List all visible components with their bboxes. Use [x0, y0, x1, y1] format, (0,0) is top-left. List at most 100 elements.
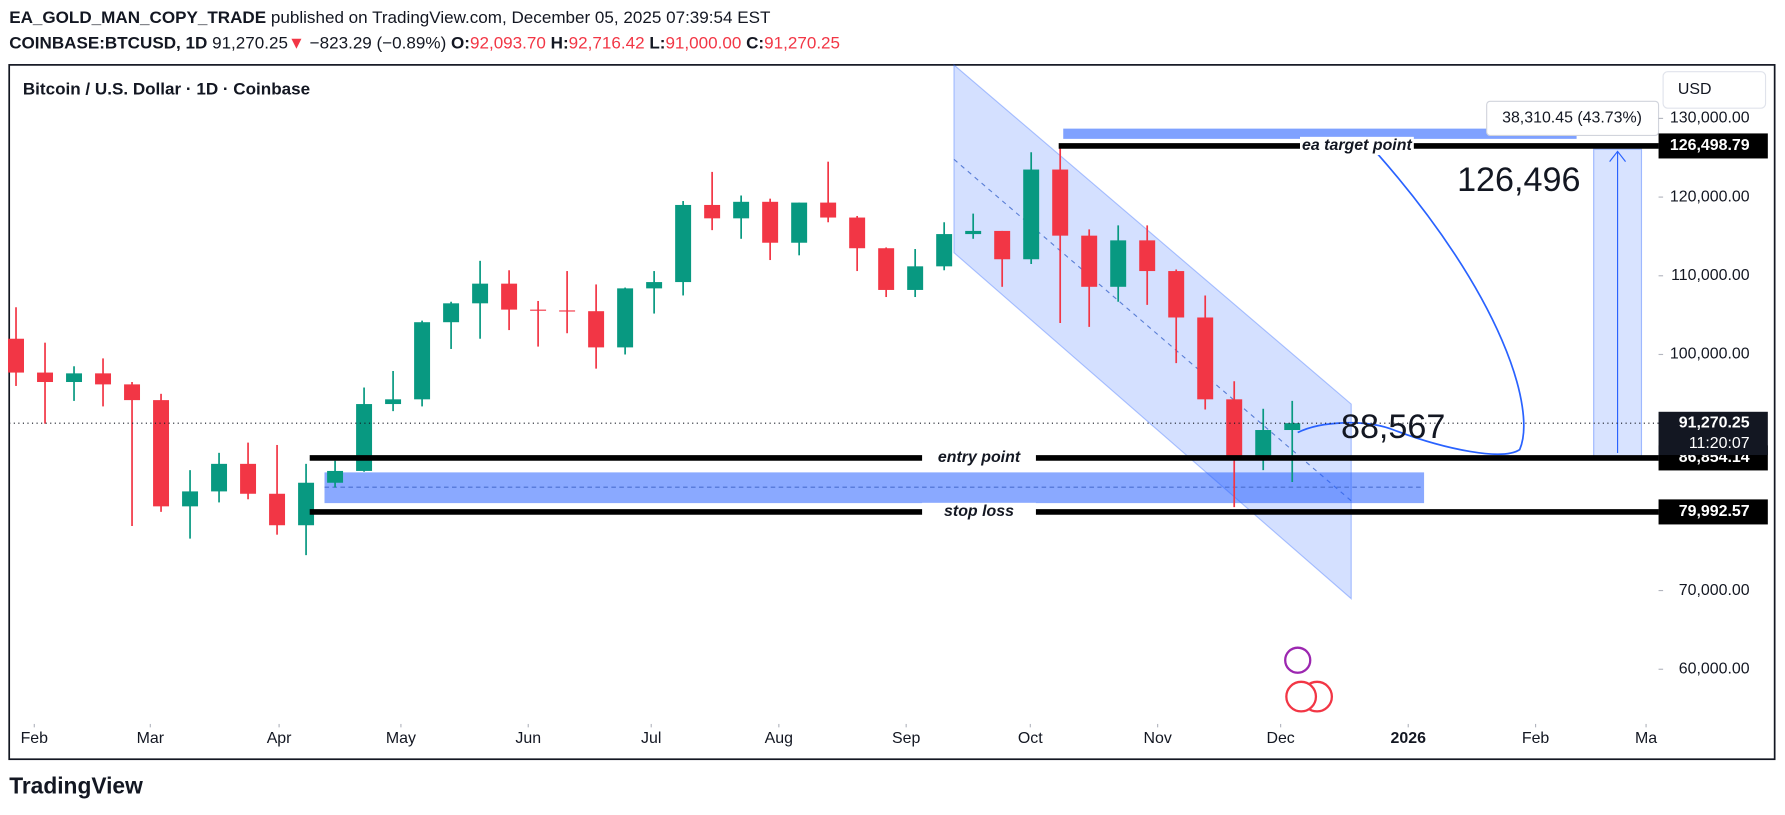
candle-body	[240, 463, 257, 494]
x-tick-label: Mar	[137, 730, 165, 747]
author: EA_GOLD_MAN_COPY_TRADE	[9, 8, 266, 27]
candle-body	[704, 204, 721, 219]
candle-body	[936, 234, 953, 267]
change: −823.29 (−0.89%)	[310, 33, 447, 52]
candle-body	[907, 266, 924, 290]
candle-body	[37, 372, 54, 383]
candle-body	[1023, 169, 1040, 260]
ohlc-value: 91,270.25	[764, 33, 840, 52]
last: 91,270.25	[212, 33, 288, 52]
candle-body	[1226, 399, 1243, 459]
x-tick-label: Feb	[21, 730, 49, 747]
ohlc-label: L:	[649, 33, 665, 52]
candle-body	[994, 230, 1011, 260]
x-tick-label: Aug	[765, 730, 793, 747]
level-name: stop loss	[944, 503, 1014, 520]
chart-frame	[8, 64, 1776, 761]
candle-body	[1168, 271, 1185, 318]
level-name: ea target point	[1302, 137, 1412, 154]
candle-body	[269, 493, 286, 526]
currency-button[interactable]	[1662, 71, 1767, 109]
candle-body	[95, 373, 112, 385]
candle-body	[211, 463, 228, 492]
candle-body	[356, 404, 373, 471]
countdown: 11:20:07	[1689, 435, 1750, 452]
currency[interactable]: USD	[1678, 81, 1712, 98]
price-label: 79,992.57	[1679, 503, 1750, 520]
candle-body	[675, 204, 692, 283]
symbol: COINBASE:BTCUSD, 1D	[9, 33, 207, 52]
x-tick-label: Sep	[892, 730, 920, 747]
projection-path	[1297, 153, 1525, 455]
price-label-box	[1658, 133, 1768, 159]
x-tick-label: May	[386, 730, 416, 747]
price-label-box	[1658, 499, 1768, 525]
ohlc-value: 91,000.00	[665, 33, 741, 52]
candle-body	[182, 491, 199, 507]
candle-body	[1110, 240, 1127, 287]
candle-body	[414, 322, 431, 400]
header-line-2: COINBASE:BTCUSD, 1D 91,270.25▼ −823.29 (…	[9, 33, 840, 52]
y-tick-label: 100,000.00	[1670, 346, 1750, 363]
price-label: 126,498.79	[1670, 137, 1750, 154]
arrow: ▼	[288, 33, 305, 52]
ohlc-value: 92,093.70	[470, 33, 546, 52]
ohlc-label: C:	[746, 33, 764, 52]
candle-body	[298, 482, 315, 526]
candle-body	[733, 201, 750, 219]
level-name-bg	[922, 448, 1036, 468]
candle-body	[124, 384, 141, 401]
plot-area	[8, 148, 1659, 556]
candle-body	[1255, 430, 1272, 459]
x-tick-label: Nov	[1143, 730, 1171, 747]
brand: TradingView	[9, 773, 143, 799]
candle-body	[762, 201, 779, 243]
candle-body	[327, 470, 344, 483]
candle-body	[1197, 317, 1214, 400]
candle-body	[153, 400, 170, 507]
candle-body	[472, 283, 489, 304]
measure-label: 38,310.45 (43.73%)	[1502, 110, 1642, 127]
event-icon[interactable]	[1285, 680, 1318, 713]
target-zone	[1063, 128, 1577, 139]
annotation-current: 88,567	[1341, 408, 1445, 446]
x-tick-label: Jun	[515, 730, 541, 747]
candle-body	[820, 202, 837, 218]
last-price-box	[1658, 411, 1768, 456]
y-tick-label: 110,000.00	[1671, 267, 1750, 284]
level-name-bg	[1300, 136, 1414, 156]
x-tick-label: Dec	[1266, 730, 1294, 747]
candle-body	[1139, 240, 1156, 272]
y-tick-label: 120,000.00	[1670, 188, 1750, 205]
measure-arrowhead	[1609, 150, 1626, 162]
event-icon[interactable]	[1284, 646, 1312, 674]
candle-body	[1081, 235, 1098, 287]
ohlc-value: 92,716.42	[569, 33, 645, 52]
candle-body	[617, 288, 634, 348]
x-tick-label: 2026	[1391, 730, 1427, 747]
candle-body	[559, 310, 576, 312]
level-name-bg	[922, 502, 1036, 522]
candle-body	[849, 217, 866, 249]
candle-body	[965, 230, 982, 235]
candle-body	[385, 399, 402, 405]
y-tick-label: 60,000.00	[1679, 660, 1750, 677]
last-price-label: 91,270.25	[1679, 414, 1750, 431]
candle-body	[530, 309, 547, 311]
x-tick-label: Feb	[1522, 730, 1550, 747]
candle-body	[501, 283, 518, 310]
candle-body	[1052, 169, 1069, 236]
y-tick-label: 130,000.00	[1670, 110, 1750, 127]
x-tick-label: Apr	[267, 730, 292, 747]
published: published on TradingView.com, December 0…	[271, 8, 771, 27]
annotation-target: 126,496	[1457, 161, 1580, 199]
x-tick-label: Ma	[1635, 730, 1657, 747]
x-tick-label: Jul	[641, 730, 661, 747]
candle-body	[878, 248, 895, 290]
x-tick-label: Oct	[1018, 730, 1043, 747]
candle-body	[588, 311, 605, 348]
candle-body	[1284, 423, 1301, 431]
chart-title: Bitcoin / U.S. Dollar · 1D · Coinbase	[23, 79, 310, 98]
candle-body	[646, 282, 663, 289]
